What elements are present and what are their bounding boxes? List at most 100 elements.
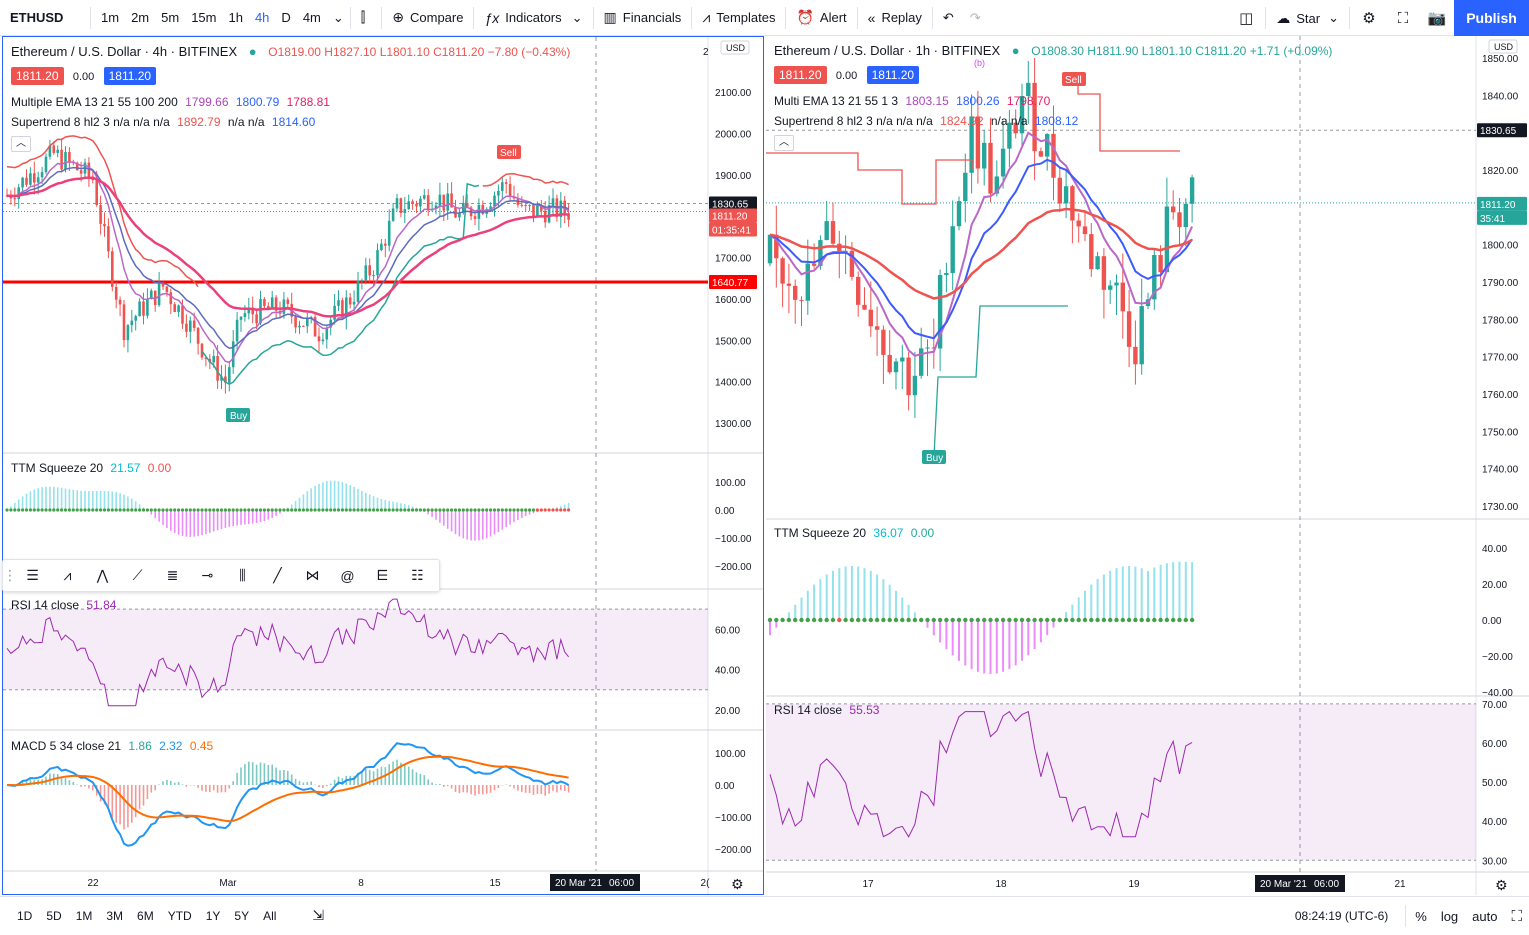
parallel-channel-icon[interactable]: ≣ [166, 567, 179, 583]
elliott-wave-icon[interactable]: ⩘ [63, 567, 72, 583]
replay-button[interactable]: « Replay [860, 0, 930, 36]
candle-body [458, 212, 461, 218]
rsi-tick: 60.00 [715, 625, 740, 636]
spiral-icon[interactable]: @ [340, 567, 355, 584]
interval-dropdown[interactable]: ⌄ [332, 9, 344, 25]
interval-2m[interactable]: 2m [131, 10, 150, 25]
candle-body [438, 194, 442, 206]
templates-button[interactable]: ⩘ Templates [694, 0, 783, 36]
candle-body [547, 205, 551, 223]
range-1d[interactable]: 1D [17, 908, 33, 923]
symbol-search[interactable]: ETHUSD [10, 10, 64, 25]
snapshot-button[interactable]: 📷 [1420, 0, 1454, 36]
candle-body [1158, 255, 1163, 273]
candle-body [122, 304, 126, 341]
publish-button[interactable]: Publish [1454, 0, 1529, 36]
ttm-dot [395, 508, 399, 512]
rsi-legend[interactable]: RSI 14 close 51.84 [11, 598, 116, 612]
alert-button[interactable]: ⏰ Alert [788, 0, 854, 36]
candle-body [356, 280, 360, 302]
abcd-pattern-icon[interactable]: ⋀ [96, 567, 109, 583]
ttm-legend[interactable]: TTM Squeeze 20 36.07 0.00 [774, 526, 934, 540]
drag-handle-icon[interactable]: ⋮ [3, 567, 17, 583]
settings-button[interactable]: ⚙ [1352, 0, 1386, 36]
bar-style-button[interactable]: ⫿ [353, 0, 379, 36]
ttm-tick: 20.00 [1482, 580, 1507, 591]
candle-body [352, 301, 356, 305]
horizontal-ray-icon[interactable]: ⊸ [201, 567, 214, 583]
interval-1m[interactable]: 1m [101, 10, 120, 25]
ttm-dot [551, 508, 555, 512]
layout-button[interactable]: ◫ [1229, 0, 1263, 36]
ttm-dot [516, 508, 520, 512]
price-tick: 1840.00 [1482, 91, 1519, 102]
compare-button[interactable]: ⊕ Compare [384, 0, 471, 36]
ttm-dot [535, 508, 540, 512]
interval-15m[interactable]: 15m [191, 10, 217, 25]
ema-legend[interactable]: Multiple EMA 13 21 55 100 200 1799.66 18… [11, 95, 330, 109]
interval-4h[interactable]: 4h [254, 10, 270, 25]
range-1m[interactable]: 1M [75, 908, 93, 923]
supertrend-legend[interactable]: Supertrend 8 hl2 3 n/a n/a n/a 1824.92 n… [774, 114, 1078, 128]
ttm-value-1: 21.57 [110, 461, 141, 475]
range-1y[interactable]: 1Y [205, 908, 221, 923]
financials-button[interactable]: ▥ Financials [596, 0, 690, 36]
supertrend-legend[interactable]: Supertrend 8 hl2 3 n/a n/a n/a 1892.79 n… [11, 115, 315, 129]
pitchfork-icon[interactable]: ⋈ [305, 567, 320, 583]
ttm-dot [305, 508, 309, 512]
ttm-dot [1095, 617, 1100, 623]
ttm-dot [52, 508, 56, 512]
interval-5m[interactable]: 5m [161, 10, 180, 25]
undo-button[interactable]: ↶ [935, 0, 962, 36]
ttm-dot [786, 617, 792, 623]
indicators-button[interactable]: ƒx Indicators ⌄ [476, 0, 590, 36]
goto-date-button[interactable]: ⇲ [305, 907, 331, 924]
chart-right-canvas[interactable]: USD1850.001840.001820.001800.001790.0017… [766, 36, 1529, 895]
ray-icon[interactable]: ╱ [273, 567, 282, 583]
settings-lines-icon[interactable]: ☷ [411, 567, 424, 583]
fullscreen-toggle[interactable]: ⛶ [1504, 908, 1529, 925]
ask-button[interactable]: 1811.20 [866, 66, 920, 84]
auto-toggle[interactable]: auto [1472, 908, 1498, 924]
range-ytd[interactable]: YTD [167, 908, 192, 923]
regression-icon[interactable]: ⋿ [376, 567, 389, 583]
ttm-dot [963, 617, 968, 623]
fullscreen-button[interactable]: ⛶ [1386, 0, 1420, 36]
ask-button[interactable]: 1811.20 [103, 67, 157, 85]
ema-legend[interactable]: Multi EMA 13 21 55 1 3 1803.15 1800.26 1… [774, 94, 1050, 108]
ttm-dot [134, 508, 138, 512]
redo-button[interactable]: ↷ [962, 0, 989, 36]
chart-left-canvas[interactable]: USD22100.002000.001900.001700.001600.001… [3, 37, 763, 894]
log-toggle[interactable]: log [1440, 908, 1459, 924]
ttm-dot [67, 508, 71, 512]
range-3m[interactable]: 3M [106, 908, 124, 923]
interval-D[interactable]: D [281, 10, 291, 25]
ttm-dot [1007, 617, 1012, 623]
bid-button[interactable]: 1811.20 [774, 66, 827, 84]
clock-timezone[interactable]: 08:24:19 (UTC-6) [1294, 909, 1389, 923]
collapse-legend-button[interactable]: ︿ [11, 136, 31, 152]
candle-body [1076, 220, 1081, 227]
ttm-dot [453, 508, 458, 512]
gann-fan-icon[interactable]: ⫼ [239, 567, 246, 583]
interval-1h[interactable]: 1h [228, 10, 243, 25]
chart-left[interactable]: USD 2 2100.00 2000.00 1900.00 1700.00 1600.00 1… [2, 36, 764, 895]
macd-legend[interactable]: MACD 5 34 close 21 1.86 2.32 0.45 [11, 739, 213, 753]
bid-button[interactable]: 1811.20 [11, 67, 64, 85]
star-button[interactable]: ☁ Star ⌄ [1268, 0, 1347, 36]
range-5y[interactable]: 5Y [234, 908, 250, 923]
collapse-legend-button[interactable]: ︿ [774, 135, 794, 151]
trend-line-icon[interactable]: ⟋ [132, 567, 143, 583]
templates-label: Templates [716, 10, 776, 25]
divider [592, 6, 594, 29]
rsi-legend[interactable]: RSI 14 close 55.53 [774, 703, 879, 717]
ttm-dot [290, 508, 294, 512]
percent-toggle[interactable]: % [1415, 908, 1427, 924]
ttm-legend[interactable]: TTM Squeeze 20 21.57 0.00 [11, 461, 171, 475]
chart-right[interactable]: USD 1850.00 1840.00 1820.00 1800.00 1790.00 17… [766, 36, 1529, 895]
range-all[interactable]: All [263, 908, 277, 923]
interval-4m[interactable]: 4m [302, 10, 321, 25]
range-6m[interactable]: 6M [137, 908, 154, 923]
fib-retracement-icon[interactable]: ☰ [26, 567, 39, 583]
range-5d[interactable]: 5D [46, 908, 62, 923]
